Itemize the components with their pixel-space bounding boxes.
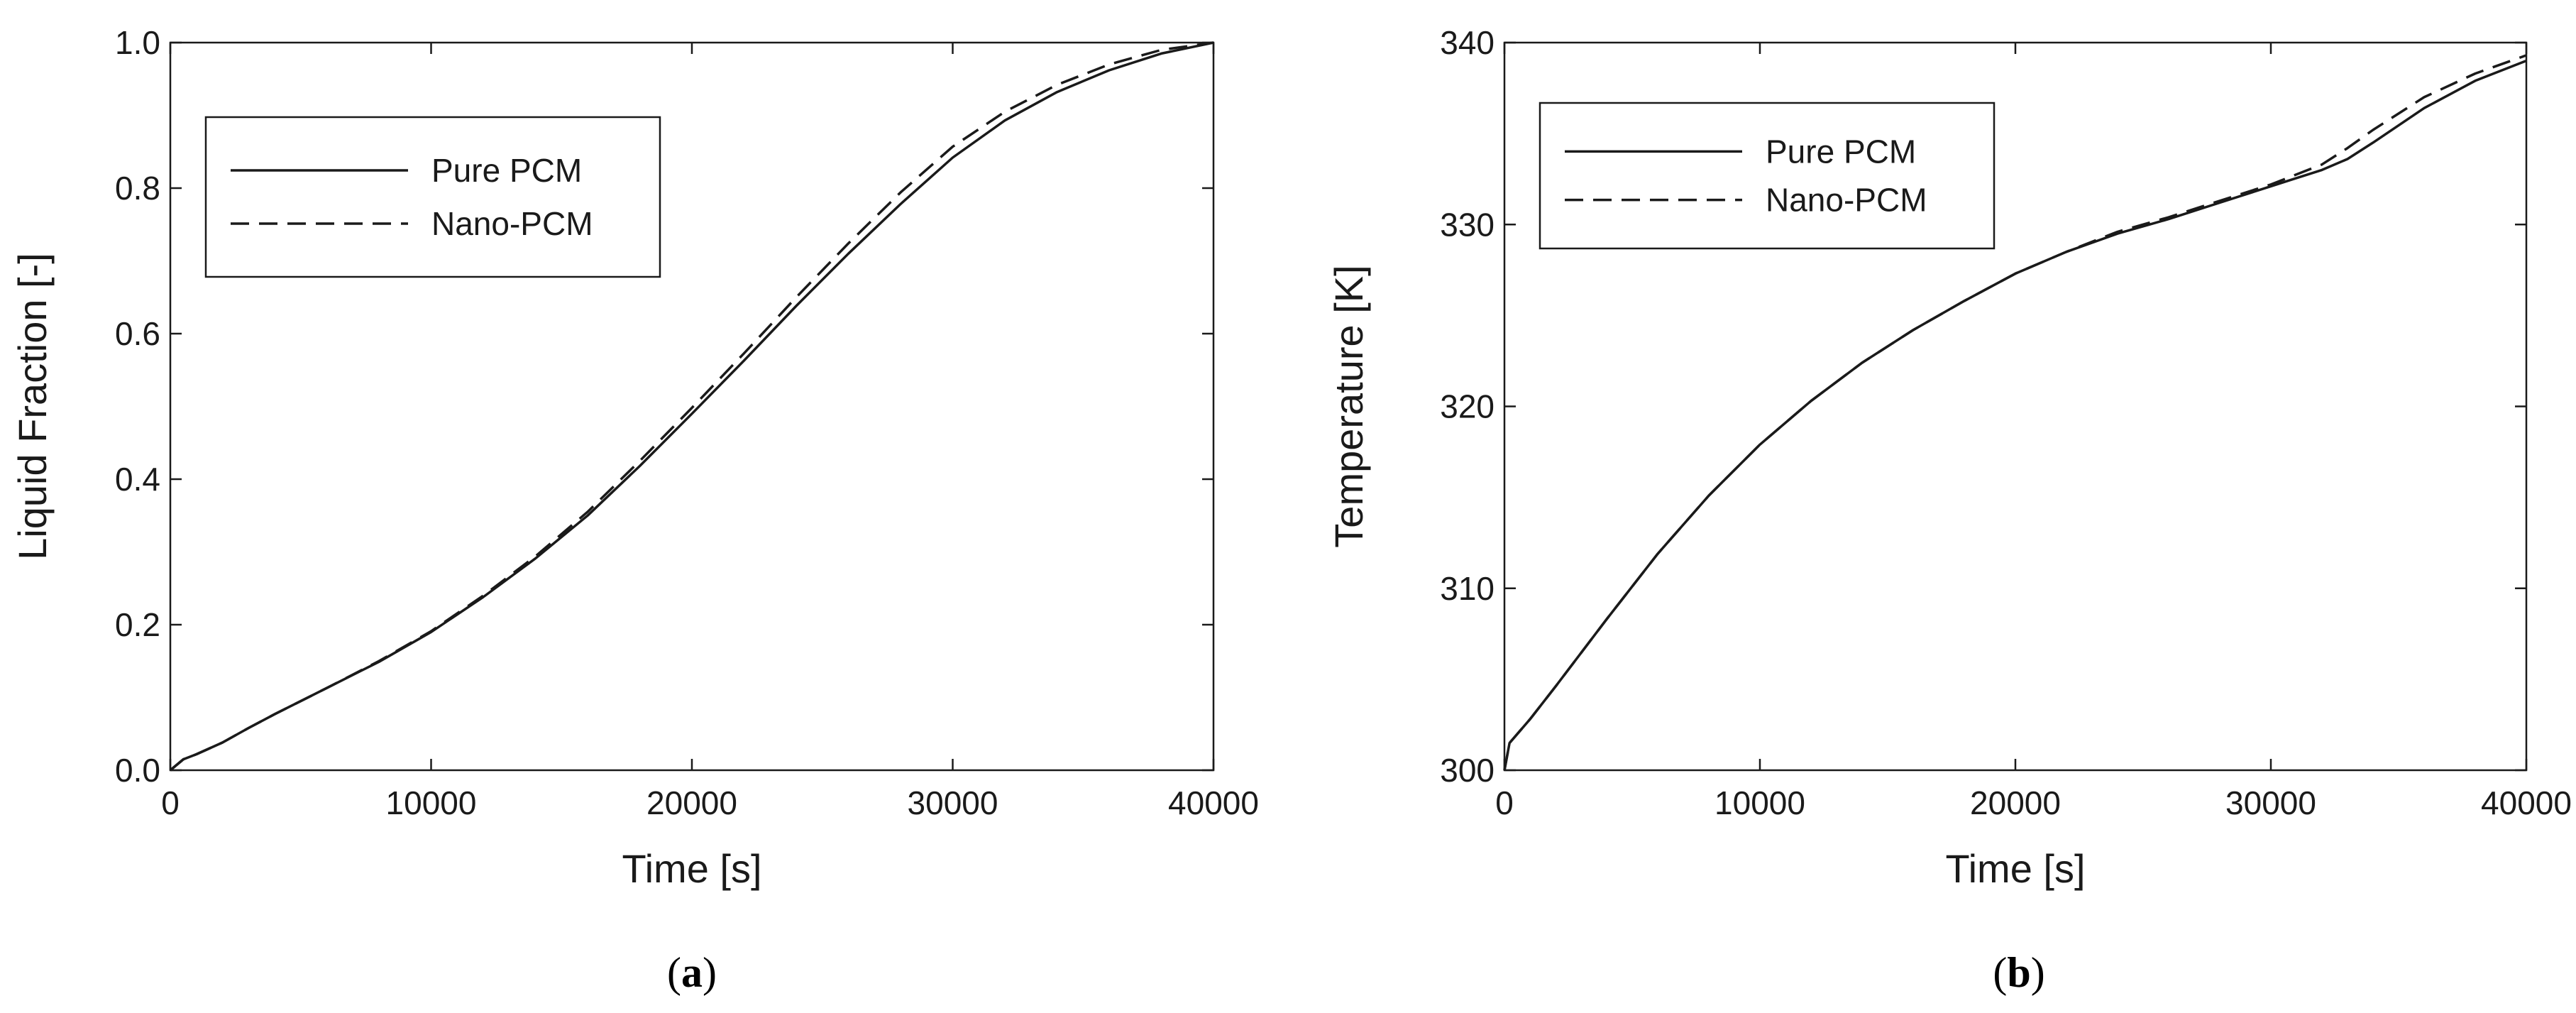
x-tick-label: 30000 bbox=[2225, 784, 2316, 821]
legend-label-pure-pcm: Pure PCM bbox=[431, 152, 582, 189]
legend-label-nano-pcm: Nano-PCM bbox=[1766, 182, 1927, 219]
panel-label: (b) bbox=[1993, 949, 2044, 996]
legend-box bbox=[1539, 102, 1996, 250]
x-tick-label: 0 bbox=[1495, 784, 1514, 821]
y-tick-label: 1.0 bbox=[115, 24, 160, 61]
x-tick-label: 30000 bbox=[908, 784, 998, 821]
y-tick-label: 0.0 bbox=[115, 752, 160, 789]
y-tick-label: 0.2 bbox=[115, 606, 160, 643]
x-tick-label: 20000 bbox=[646, 784, 737, 821]
x-tick-label: 10000 bbox=[386, 784, 477, 821]
x-tick-label: 0 bbox=[161, 784, 180, 821]
x-tick-label: 20000 bbox=[1970, 784, 2061, 821]
y-tick-label: 330 bbox=[1440, 206, 1495, 243]
y-tick-label: 320 bbox=[1440, 388, 1495, 425]
chart-panel-b: 0 10000 20000 30000 40000 300 310 320 330 340 Time… bbox=[1326, 24, 2572, 996]
x-axis-title: Time [s] bbox=[1945, 846, 2085, 891]
panel-label: (a) bbox=[667, 949, 717, 996]
y-tick-label: 310 bbox=[1440, 570, 1495, 607]
y-tick-label: 0.8 bbox=[115, 170, 160, 207]
series-line-pure-pcm bbox=[169, 41, 1214, 772]
series-line-nano-pcm bbox=[1503, 54, 2527, 771]
x-tick-label: 10000 bbox=[1714, 784, 1805, 821]
chart-panel-a: 0 10000 20000 30000 40000 0.0 0.2 0.4 0.6 0.8 1.0 T… bbox=[10, 24, 1259, 996]
y-tick-label: 340 bbox=[1440, 24, 1495, 61]
x-axis-title: Time [s] bbox=[622, 846, 761, 891]
legend: Pure PCM Nano-PCM bbox=[1539, 102, 1996, 250]
x-tick-label: 40000 bbox=[2481, 784, 2572, 821]
y-axis-title: Temperature [K] bbox=[1326, 265, 1371, 547]
series-line-nano-pcm bbox=[169, 41, 1214, 772]
legend-box bbox=[204, 116, 661, 278]
y-tick-label: 300 bbox=[1440, 752, 1495, 789]
legend: Pure PCM Nano-PCM bbox=[204, 116, 661, 278]
legend-label-pure-pcm: Pure PCM bbox=[1766, 133, 1916, 170]
y-tick-label: 0.6 bbox=[115, 315, 160, 352]
legend-label-nano-pcm: Nano-PCM bbox=[431, 205, 593, 242]
y-tick-label: 0.4 bbox=[115, 461, 160, 498]
y-axis-title: Liquid Fraction [-] bbox=[10, 253, 55, 560]
x-tick-label: 40000 bbox=[1168, 784, 1259, 821]
